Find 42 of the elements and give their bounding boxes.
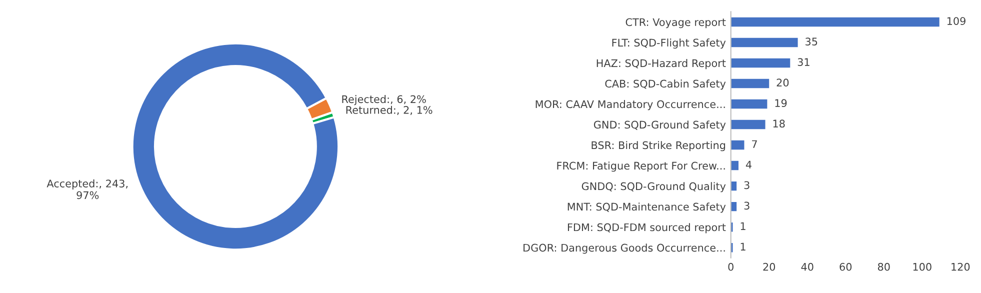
y-tick-label: FRCM: Fatigue Report For Crew...: [557, 162, 725, 172]
y-tick-label: FDM: SQD-FDM sourced report: [568, 223, 726, 234]
y-tick-label: FLT: SQD-Flight Safety: [612, 38, 726, 49]
bar: [730, 38, 798, 48]
data-label: 109: [947, 17, 966, 25]
x-tick-label: 80: [878, 262, 890, 271]
x-tick-label: 0: [728, 262, 734, 271]
x-tick-label: 60: [840, 262, 852, 271]
bar: [730, 140, 744, 150]
data-label: 31: [798, 58, 810, 66]
y-tick-label: GNDQ: SQD-Ground Quality: [582, 182, 726, 192]
x-tick-label: 120: [952, 262, 970, 271]
data-label: 1: [740, 242, 746, 250]
bar: [730, 17, 940, 27]
y-tick-label: GND: SQD-Ground Safety: [594, 120, 726, 131]
y-tick-label: CTR: Voyage report: [626, 18, 726, 28]
data-label: 7: [752, 140, 757, 148]
data-label: 4: [746, 160, 752, 168]
y-tick-label: DGOR: Dangerous Goods Occurrence...: [524, 244, 725, 254]
slice-label: Accepted:, 243, 97%: [46, 179, 128, 200]
data-label: 20: [776, 78, 789, 87]
y-tick-label: MNT: SQD-Maintenance Safety: [568, 202, 726, 213]
donut-slice: [131, 42, 340, 251]
data-label: 1: [740, 222, 746, 230]
slice-label: Returned:, 2, 1%: [346, 106, 432, 115]
data-label: 19: [775, 99, 787, 108]
data-label: 3: [744, 202, 750, 210]
bar: [730, 120, 766, 130]
data-label: 18: [773, 120, 785, 128]
bar: [730, 78, 770, 88]
x-tick-label: 40: [801, 262, 814, 271]
y-tick-label: HAZ: SQD-Hazard Report: [596, 59, 726, 70]
data-label: 3: [744, 181, 750, 190]
x-tick-label: 100: [913, 262, 932, 271]
data-label: 35: [806, 38, 818, 46]
y-tick-label: BSR: Bird Strike Reporting: [592, 141, 726, 152]
y-tick-label: CAB: SQD-Cabin Safety: [605, 80, 726, 90]
slice-label: Rejected:, 6, 2%: [342, 95, 426, 106]
x-tick-label: 20: [763, 262, 776, 271]
bar: [730, 58, 790, 68]
bar: [730, 99, 768, 109]
y-tick-label: MOR: CAAV Mandatory Occurrence...: [536, 100, 725, 110]
